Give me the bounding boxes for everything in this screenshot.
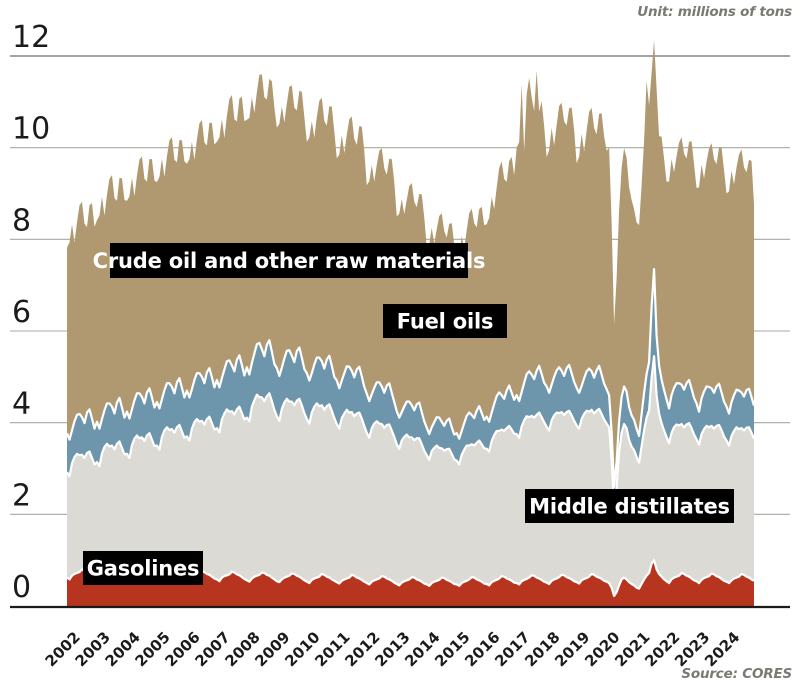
series-annotations: Crude oil and other raw materials Fuel oi…	[83, 243, 734, 585]
annotation-middle: Middle distillates	[525, 489, 734, 523]
area-gasolines	[67, 560, 754, 606]
source-label: Source: CORES	[681, 666, 792, 682]
annotation-box-fuel	[383, 304, 507, 338]
y-tick-label-2: 2	[12, 478, 31, 513]
y-tick-label-12: 12	[12, 20, 50, 55]
separator-above-fuel-oils	[65, 268, 756, 488]
y-tick-label-8: 8	[12, 203, 31, 238]
x-tick-label-2024: 2024	[701, 628, 743, 670]
unit-label: Unit: millions of tons	[637, 4, 792, 20]
x-axis-ticks: 2002200320042005200620072008200920102011…	[42, 628, 744, 670]
area-middle-distillates	[67, 356, 754, 596]
area-fuel-oils	[67, 269, 754, 509]
annotation-label-fuel: Fuel oils	[397, 309, 494, 333]
annotation-box-middle	[525, 489, 734, 523]
annotation-box-crude	[110, 243, 468, 278]
annotation-gasolines: Gasolines	[83, 551, 203, 585]
y-tick-label-10: 10	[12, 112, 50, 147]
annotation-label-crude: Crude oil and other raw materials	[93, 249, 486, 273]
annotation-fuel: Fuel oils	[383, 304, 507, 338]
y-tick-label-6: 6	[12, 295, 31, 330]
annotation-label-gasolines: Gasolines	[87, 556, 200, 580]
y-tick-label-0: 0	[12, 570, 31, 605]
separator-above-middle-distillates	[66, 355, 756, 510]
y-tick-label-4: 4	[12, 387, 31, 422]
annotation-label-middle: Middle distillates	[529, 494, 730, 518]
annotation-crude: Crude oil and other raw materials	[93, 243, 486, 278]
y-axis-ticks: 0 2 4 6 8 10 12	[12, 20, 50, 605]
annotation-box-gasolines	[83, 551, 203, 585]
